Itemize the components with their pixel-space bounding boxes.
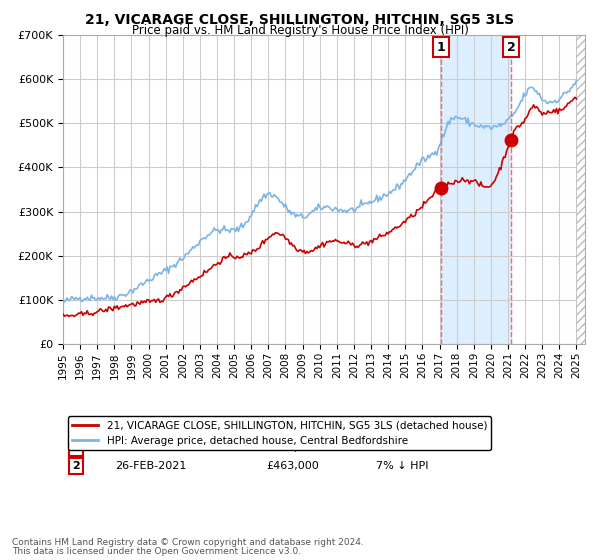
Text: 03-FEB-2017: 03-FEB-2017 [115, 443, 187, 453]
Text: 1: 1 [72, 443, 80, 453]
Bar [441, 35, 511, 344]
Text: This data is licensed under the Open Government Licence v3.0.: This data is licensed under the Open Gov… [12, 548, 301, 557]
Text: 26% ↓ HPI: 26% ↓ HPI [376, 443, 436, 453]
Legend: 21, VICARAGE CLOSE, SHILLINGTON, HITCHIN, SG5 3LS (detached house), HPI: Average: 21, VICARAGE CLOSE, SHILLINGTON, HITCHIN… [68, 416, 491, 450]
Text: 21, VICARAGE CLOSE, SHILLINGTON, HITCHIN, SG5 3LS: 21, VICARAGE CLOSE, SHILLINGTON, HITCHIN… [85, 13, 515, 27]
Text: 1: 1 [437, 41, 445, 54]
Text: 2: 2 [506, 41, 515, 54]
Text: £353,000: £353,000 [266, 443, 319, 453]
Text: 2: 2 [72, 461, 80, 471]
Text: 7% ↓ HPI: 7% ↓ HPI [376, 461, 428, 471]
Text: £463,000: £463,000 [266, 461, 319, 471]
Text: 26-FEB-2021: 26-FEB-2021 [115, 461, 187, 471]
Text: Contains HM Land Registry data © Crown copyright and database right 2024.: Contains HM Land Registry data © Crown c… [12, 539, 364, 548]
Text: Price paid vs. HM Land Registry's House Price Index (HPI): Price paid vs. HM Land Registry's House … [131, 24, 469, 37]
